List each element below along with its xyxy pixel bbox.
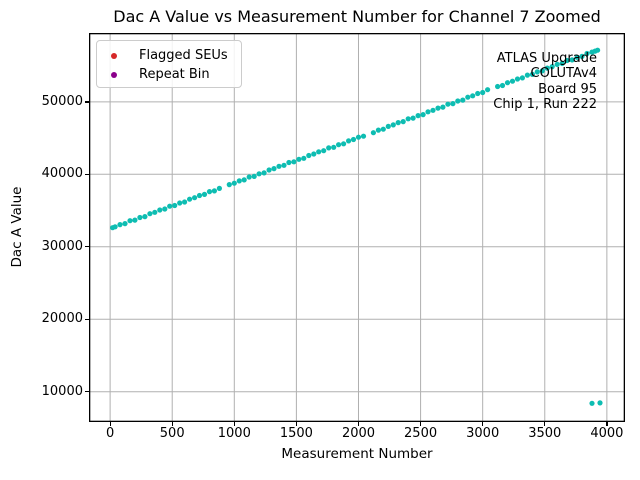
annotation-line: COLUTAv4 [530,66,597,82]
annotation-line: Chip 1, Run 222 [493,97,597,113]
annotation-block: ATLAS Upgrade COLUTAv4 Board 95 Chip 1, … [493,51,597,113]
y-tick-mark [85,246,89,248]
x-tick-label: 2500 [404,426,438,441]
annotation-line: Board 95 [538,81,597,97]
x-tick-label: 2000 [341,426,376,441]
annotation-line: ATLAS Upgrade [496,51,597,66]
y-tick-label: 50000 [41,93,83,109]
legend-item-repeat-bin: Repeat Bin [106,65,241,84]
x-tick-mark [295,422,298,426]
y-tick-mark [85,318,89,320]
legend-label: Flagged SEUs [139,48,228,63]
x-tick-mark [606,422,608,426]
x-tick-label: 3000 [466,426,500,441]
x-tick-label: 500 [159,426,185,441]
repeat-bin-marker-icon [111,71,117,78]
x-tick-mark [233,422,235,426]
plot-area [89,33,625,422]
y-tick-mark [85,101,89,103]
y-axis-label: Dac A Value [9,186,25,268]
y-tick-label: 10000 [41,383,83,399]
legend-item-flagged-seus: Flagged SEUs [106,46,241,65]
y-tick-label: 30000 [41,238,83,254]
y-tick-label: 20000 [41,311,83,327]
x-tick-mark [171,422,173,426]
x-tick-label: 0 [105,426,115,441]
y-tick-mark [85,391,89,393]
y-tick-label: 40000 [41,166,83,182]
chart-title: Dac A Value vs Measurement Number for Ch… [113,7,601,26]
flagged-seus-marker-icon [111,52,117,59]
x-tick-mark [420,422,422,426]
x-tick-mark [109,422,111,426]
x-tick-label: 1500 [279,426,313,441]
plot-canvas [89,33,625,422]
legend-label: Repeat Bin [139,67,210,82]
x-tick-mark [544,422,546,426]
x-tick-label: 4000 [590,426,624,441]
x-tick-label: 1000 [217,426,251,441]
x-tick-mark [357,422,360,426]
x-tick-label: 3500 [528,426,562,441]
x-axis-label: Measurement Number [281,446,433,462]
x-tick-mark [482,422,484,426]
legend: Flagged SEUs Repeat Bin [96,40,242,88]
y-tick-mark [85,173,89,175]
